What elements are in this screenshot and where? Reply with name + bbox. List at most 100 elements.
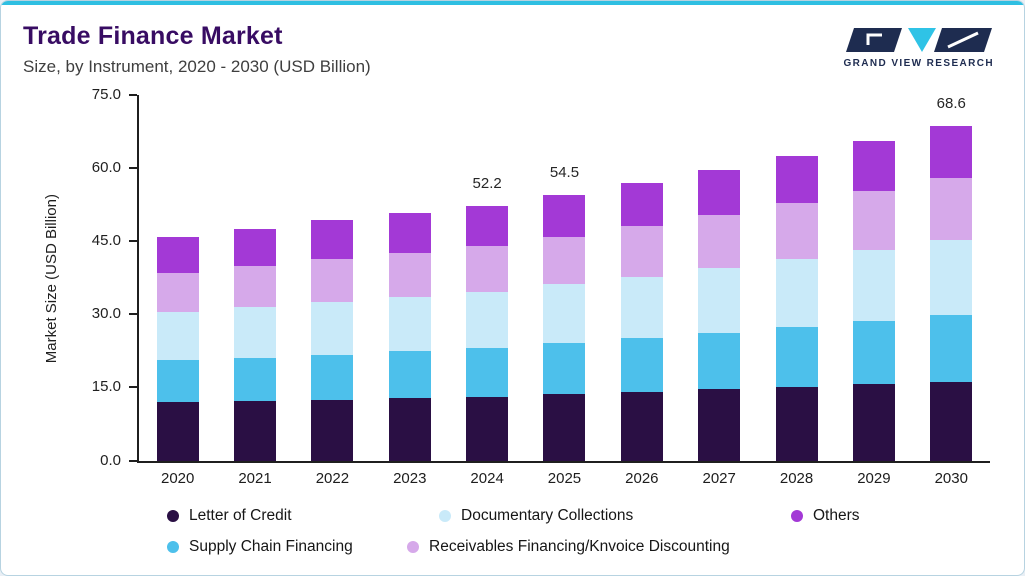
legend-label: Letter of Credit: [189, 507, 292, 524]
x-axis-row: 2020 2021 2022 2023 2024 2025 2026 2027 2028 2029…: [31, 463, 1024, 487]
x-axis-tick-label: 2025: [547, 469, 582, 487]
x-axis-tick-label: 2028: [779, 469, 814, 487]
legend-label: Documentary Collections: [461, 507, 634, 524]
bar-segment-others: [852, 141, 895, 192]
bar-segment-letter-of-credit: [930, 381, 973, 461]
legend: Letter of Credit Documentary Collections O…: [167, 503, 1024, 561]
bar-segment-documentary-collections: [620, 276, 663, 339]
x-axis-tick-label: 2029: [857, 469, 891, 487]
stacked-bar-2020: [156, 236, 199, 461]
legend-label: Others: [813, 507, 860, 524]
bar-segment-receivables-financing-knvoice-discounting: [311, 259, 354, 302]
bar-segment-documentary-collections: [388, 297, 431, 352]
x-axis-tick-label: 2023: [393, 469, 427, 487]
x-axis-labels: 2020 2021 2022 2023 2024 2025 2026 2027 2028 2029…: [139, 463, 990, 487]
bar-segment-supply-chain-financing: [234, 357, 277, 401]
bar-segment-others: [388, 213, 431, 254]
legend-item-documentary-collections: Documentary Collections: [439, 507, 791, 525]
bar-segment-supply-chain-financing: [543, 342, 586, 395]
stacked-bar-2027: [698, 169, 741, 461]
grand-view-research-logo: GRAND VIEW RESEARCH: [844, 23, 995, 69]
legend-item-supply-chain-financing: Supply Chain Financing: [167, 538, 407, 556]
x-axis-tick-label: 2026: [625, 469, 659, 487]
legend-row: Supply Chain Financing Receivables Financ…: [167, 534, 1024, 561]
bar-column-2024: 52.2: [448, 95, 525, 461]
legend-swatch-icon: [167, 510, 179, 522]
y-axis-tick-label: 15.0: [91, 378, 121, 396]
bar-segment-others: [234, 228, 277, 267]
bar-segment-receivables-financing-knvoice-discounting: [852, 191, 895, 251]
x-axis-tick-label: 2022: [315, 469, 350, 487]
logo-mark-icon: [845, 28, 992, 52]
stacked-bar-2021: [234, 228, 277, 461]
bar-segment-receivables-financing-knvoice-discounting: [930, 177, 973, 241]
bar-total-label-2024: 52.2: [472, 174, 502, 192]
bar-column-2025: 54.5: [526, 95, 603, 461]
x-axis-tick-label: 2027: [702, 469, 736, 487]
x-axis-tick-label: 2030: [934, 469, 968, 487]
y-axis-tick: [129, 93, 137, 96]
bar-segment-supply-chain-financing: [311, 354, 354, 400]
bar-column-2026: [603, 95, 680, 461]
top-accent-bar: [1, 1, 1024, 5]
stacked-bar-2024: [466, 205, 509, 461]
legend-label: Supply Chain Financing: [189, 538, 353, 555]
x-axis-tick-label: 2024: [470, 469, 504, 487]
bar-column-2027: [681, 95, 758, 461]
x-axis-spacer: [31, 463, 139, 487]
bar-column-2030: 68.6: [913, 95, 990, 461]
bar-segment-others: [543, 194, 586, 237]
stacked-bar-2028: [775, 156, 818, 461]
bar-segment-documentary-collections: [156, 311, 199, 361]
bar-column-2021: [216, 95, 293, 461]
bar-segment-supply-chain-financing: [698, 332, 741, 390]
bar-segment-letter-of-credit: [775, 386, 818, 461]
bar-segment-letter-of-credit: [156, 402, 199, 461]
bar-segment-receivables-financing-knvoice-discounting: [234, 266, 277, 307]
y-axis-tick-label: 60.0: [91, 158, 121, 176]
legend-swatch-icon: [167, 541, 179, 553]
bar-segment-letter-of-credit: [234, 400, 277, 461]
bar-segment-documentary-collections: [466, 291, 509, 348]
bar-segment-others: [156, 236, 199, 273]
bar-total-label-2030: 68.6: [936, 94, 966, 112]
y-axis-title: Market Size (USD Billion): [42, 193, 60, 364]
bar-segment-letter-of-credit: [698, 389, 741, 461]
bar-segment-supply-chain-financing: [930, 314, 973, 382]
stacked-bar-2022: [311, 220, 354, 461]
bar-column-2022: [294, 95, 371, 461]
bar-segment-receivables-financing-knvoice-discounting: [698, 215, 741, 269]
bar-column-2023: [371, 95, 448, 461]
page-subtitle: Size, by Instrument, 2020 - 2030 (USD Bi…: [23, 56, 371, 76]
legend-swatch-icon: [439, 510, 451, 522]
bar-segment-documentary-collections: [775, 259, 818, 327]
y-axis-tick-label: 30.0: [91, 305, 121, 323]
page-title: Trade Finance Market: [23, 22, 283, 50]
logo-arrow-icon: [866, 33, 882, 45]
bar-segment-receivables-financing-knvoice-discounting: [543, 236, 586, 285]
bar-segment-supply-chain-financing: [775, 326, 818, 387]
legend-item-letter-of-credit: Letter of Credit: [167, 507, 439, 525]
bar-column-2028: [758, 95, 835, 461]
y-axis-tick-label: 45.0: [91, 231, 121, 249]
bar-segment-documentary-collections: [698, 268, 741, 333]
bar-segment-others: [311, 220, 354, 260]
x-axis-tick-label: 2020: [160, 469, 195, 487]
bar-segment-letter-of-credit: [543, 394, 586, 461]
y-axis-tick: [129, 459, 137, 462]
stacked-bar-2030: [930, 125, 973, 461]
bar-segment-documentary-collections: [852, 250, 895, 321]
bar-segment-others: [466, 205, 509, 247]
bar-segment-letter-of-credit: [311, 399, 354, 461]
bar-segment-letter-of-credit: [620, 391, 663, 461]
legend-row: Letter of Credit Documentary Collections O…: [167, 503, 1024, 530]
bar-segment-others: [775, 156, 818, 204]
bar-segment-documentary-collections: [543, 284, 586, 343]
bar-segment-documentary-collections: [930, 240, 973, 315]
plot-row: Market Size (USD Billion) 0.0 15.0 30.0 45.…: [31, 86, 1024, 469]
y-axis-title-wrap: Market Size (USD Billion): [31, 95, 71, 463]
legend-swatch-icon: [407, 541, 419, 553]
logo-left-shape: [845, 28, 902, 52]
bar-segment-supply-chain-financing: [466, 347, 509, 397]
